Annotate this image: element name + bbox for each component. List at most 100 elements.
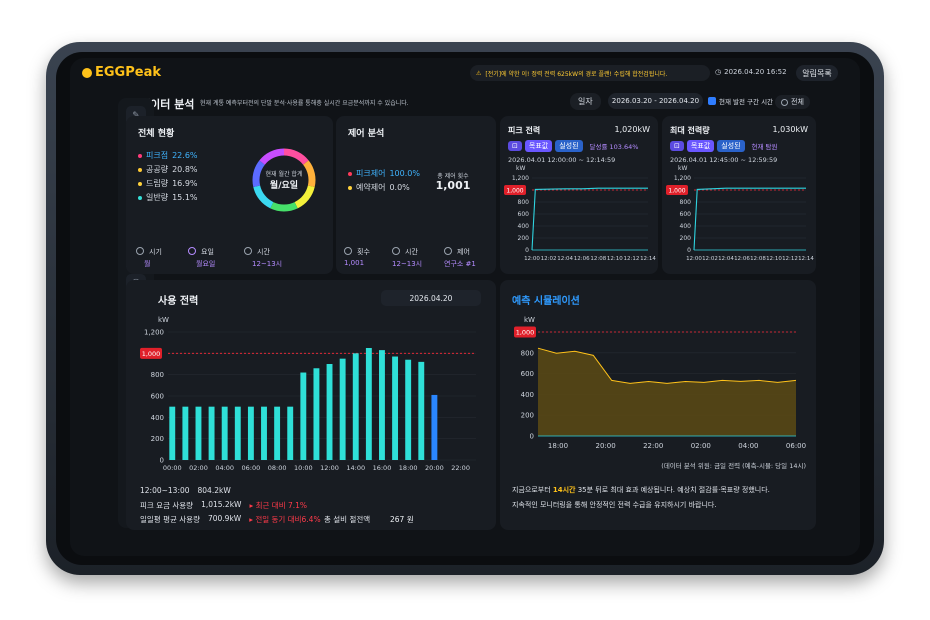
bar	[208, 406, 215, 460]
datetime-text: 2026.04.20 16:52	[724, 68, 787, 76]
y-tick-label: 600	[151, 393, 164, 401]
x-tick-label: 04:00	[738, 442, 758, 450]
app-logo[interactable]: EGGPeak	[82, 65, 161, 80]
x-tick-label: 12:12	[782, 256, 798, 262]
saving-label: 총 설비 절전액	[324, 515, 371, 524]
max-value: 1,030kW	[772, 125, 808, 134]
donut-caption: 현재 월간 합계	[265, 171, 303, 178]
x-tick-label: 06:00	[242, 464, 261, 472]
filter-label: 요일	[201, 248, 214, 256]
legend-value: 0.0%	[389, 183, 410, 192]
bar	[405, 359, 412, 460]
filter-value: 월	[144, 260, 151, 268]
bar	[365, 348, 372, 460]
peak-power-card: 피크 전력 1,020kW ⊡ 목표값 실성된 달성률 103.64% 2026…	[500, 116, 658, 274]
stat-value: 700.9kW	[207, 514, 242, 523]
threshold-badge	[514, 326, 536, 338]
y-tick-label: 1,200	[144, 329, 164, 337]
x-tick-label: 08:00	[268, 464, 287, 472]
legend-label: 피크제어	[356, 169, 386, 178]
x-tick-label: 12:10	[607, 256, 623, 262]
card-title: 피크 전력	[508, 126, 541, 135]
bar	[379, 350, 385, 460]
legend-row: 피크제어 100.0%	[348, 168, 420, 179]
usage-stat-row: 12:00~13:00 804.2kW	[140, 486, 231, 495]
y-tick-label: 600	[521, 370, 534, 378]
legend-value: 100.0%	[389, 169, 420, 178]
legend-dot	[348, 185, 352, 190]
y-tick-label: 0	[525, 247, 529, 254]
x-tick-label: 12:14	[640, 256, 656, 262]
x-tick-label: 12:14	[798, 256, 814, 262]
bar	[313, 368, 320, 460]
donut-segment	[294, 185, 315, 209]
clock-icon: ◷	[715, 68, 722, 76]
overall-donut	[252, 148, 316, 212]
peak-time: 2026.04.01 12:00:00 ~ 12:14:59	[508, 156, 616, 164]
threshold-label: 1,000	[142, 350, 161, 358]
usage-power-card: 사용 전력 2026.04.20 kW 0 200 400 600 800 1,200 1,0…	[126, 280, 496, 530]
all-label: 전체	[791, 98, 804, 106]
legend-row: 피크점 22.6%	[138, 150, 198, 161]
threshold-label: 1,000	[516, 329, 535, 337]
target-tag: 목표값	[524, 140, 553, 152]
section-checkbox[interactable]: 현재 발전 구간 시간 선택	[708, 96, 787, 106]
threshold-label: 1,000	[506, 188, 523, 195]
bar	[195, 406, 202, 460]
control-analysis-card: 제어 분석 피크제어 100.0% 예약제어 0.0% 총 제어 횟수 1,001 횟…	[336, 116, 496, 274]
date-label: 일자	[570, 93, 601, 110]
legend-row: 드립량 16.9%	[138, 178, 198, 189]
y-tick-label: 0	[687, 247, 691, 254]
page-description: 현재 계통 예측부터전의 단말 분석·사용률 통해충 실시간 요금분석까지 수 …	[200, 100, 409, 107]
alert-text: [전기]에 약한 이! 정력 전력 625kW의 경로 플랜! 수립해 합전검됩…	[485, 70, 668, 78]
checkbox-label: 현재 발전 구간 시간 선택	[719, 98, 788, 106]
x-tick-label: 22:00	[643, 442, 663, 450]
legend-dot	[138, 195, 142, 200]
x-tick-label: 06:00	[786, 442, 806, 450]
filter-label: 시기	[149, 248, 162, 256]
y-tick-label: 800	[680, 199, 692, 206]
bar	[352, 353, 359, 460]
donut-caption: 총 제어 횟수	[437, 173, 469, 180]
y-tick-label: 800	[521, 349, 534, 357]
legend-value: 22.6%	[172, 151, 198, 160]
alert-icon: ⚠	[476, 69, 482, 77]
threshold-label: 1,000	[668, 188, 685, 195]
x-tick-label: 12:08	[590, 256, 606, 262]
bar	[221, 406, 228, 460]
donut-value: 1,001	[435, 179, 471, 192]
stat-note: ▸ 최근 대비 7.1%	[249, 501, 308, 510]
card-title: 사용 전력	[158, 296, 199, 307]
x-tick-label: 02:00	[189, 464, 208, 472]
donut-segment	[252, 160, 265, 188]
actual-tag: 실성된	[555, 140, 583, 152]
filter-value: 12~13시	[392, 260, 423, 268]
legend-label: 피크점	[146, 151, 169, 160]
legend-value: 16.9%	[172, 179, 198, 188]
radio-icon	[244, 247, 252, 255]
x-tick-label: 04:00	[215, 464, 234, 472]
usage-bar-chart: kW 0 200 400 600 800 1,200 1,000 00:00 02:00 04:00…	[140, 316, 476, 472]
legend-label: 드립량	[146, 179, 169, 188]
usage-date-picker[interactable]: 2026.04.20	[381, 290, 481, 306]
legend-dot	[138, 181, 142, 186]
x-tick-label: 12:02	[702, 256, 718, 262]
date-range-picker[interactable]: 2026.03.20 - 2026.04.20	[608, 93, 703, 109]
filter-value: 월요일	[196, 260, 216, 268]
stat-value: 1,015.2kW	[201, 500, 242, 509]
filter-value: 1,001	[344, 259, 365, 267]
rate-text: 달성률 103.64%	[589, 143, 639, 151]
egg-icon	[82, 67, 92, 78]
forecast-message: 지금으로부터 14시간 35분 뒤로 최대 효과 예상됩니다. 예상치 절감률·…	[512, 485, 812, 495]
radio-icon	[781, 98, 788, 106]
radio-icon	[392, 247, 400, 255]
max-time: 2026.04.01 12:45:00 ~ 12:59:59	[670, 156, 778, 164]
radio-icon	[188, 247, 196, 255]
radio-icon	[444, 247, 452, 255]
radio-icon	[344, 247, 352, 255]
alert-banner[interactable]: ⚠ [전기]에 약한 이! 정력 전력 625kW의 경로 플랜! 수립해 합전…	[470, 65, 710, 81]
unit-label: kW	[158, 316, 169, 324]
filter-label: 횟수	[357, 248, 370, 256]
all-toggle[interactable]: 전체	[775, 95, 810, 109]
alarm-list-button[interactable]: 알림목록	[796, 65, 838, 81]
